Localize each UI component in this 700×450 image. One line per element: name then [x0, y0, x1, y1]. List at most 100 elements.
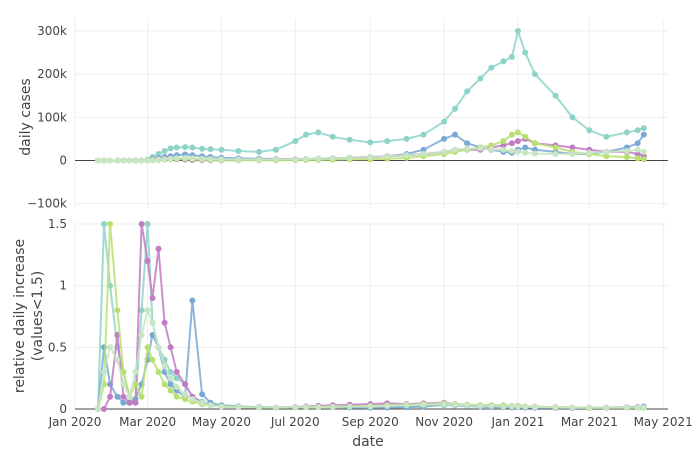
top-series-1-point-30	[420, 146, 427, 153]
top-series-0-point-43	[586, 127, 593, 134]
bottom-series-4-point-12	[167, 375, 174, 382]
top-series-4-point-16	[199, 155, 206, 162]
top-series-3-point-46	[634, 155, 641, 162]
top-series-1-point-32	[452, 131, 458, 138]
top-series-1-point-39	[522, 144, 529, 151]
bottom-series-4-point-18	[218, 403, 225, 410]
top-series-4-point-2	[107, 157, 114, 164]
top-series-3-point-39	[522, 133, 529, 140]
top-series-4-point-7	[138, 157, 145, 164]
bottom-series-4-point-29	[403, 402, 410, 409]
bottom-y-tick-label-0: 0	[59, 402, 67, 416]
bottom-series-2-point-9	[149, 295, 156, 301]
bottom-series-4-point-34	[477, 402, 484, 409]
bottom-series-4-point-43	[586, 404, 593, 411]
bottom-series-4-point-30	[420, 401, 427, 408]
bottom-series-4-point-47	[640, 404, 647, 411]
bottom-series-3-point-4	[120, 369, 127, 375]
top-series-4-point-32	[452, 146, 458, 153]
top-series-0-point-29	[403, 135, 410, 142]
bottom-series-2-point-5	[126, 399, 133, 406]
top-series-0-point-28	[384, 138, 391, 145]
bottom-series-3-point-13	[173, 393, 180, 400]
bottom-series-4-point-11	[161, 362, 168, 369]
top-series-0-point-42	[569, 114, 576, 121]
bottom-series-2-point-11	[161, 319, 168, 326]
bottom-series-3-point-8	[144, 344, 151, 351]
top-series-4-point-22	[292, 156, 299, 163]
bottom-series-4-point-20	[256, 404, 262, 411]
top-series-4-point-0	[95, 157, 101, 164]
top-series-4-point-23	[303, 156, 310, 162]
top-series-4-point-28	[384, 153, 391, 160]
bottom-series-1-point-3	[114, 393, 121, 400]
bottom-series-4-point-26	[346, 403, 353, 410]
bottom-series-0-point-13	[173, 375, 180, 382]
bottom-series-4-point-35	[488, 402, 495, 409]
bottom-series-4-point-32	[452, 401, 458, 408]
bottom-series-4-point-4	[120, 381, 127, 388]
bottom-series-4-point-23	[303, 404, 310, 411]
bottom-series-0-point-8	[144, 221, 151, 227]
top-y-tick-label-2: 100k	[37, 110, 67, 124]
top-series-3-point-45	[623, 154, 630, 160]
top-panel-y-ticks: −100k 0 100k 200k 300k	[27, 24, 67, 211]
top-series-3-point-37	[508, 131, 515, 138]
bottom-y-tick-label-3: 1.5	[48, 217, 67, 231]
top-series-4-point-11	[161, 156, 168, 163]
top-series-0-point-44	[603, 133, 610, 140]
top-series-3-point-44	[603, 153, 610, 160]
bottom-series-4-point-28	[384, 402, 391, 409]
bottom-series-4-point-40	[531, 404, 538, 411]
bottom-series-4-point-22	[292, 404, 299, 411]
top-series-1-point-33	[464, 140, 471, 147]
top-series-4-point-43	[586, 149, 593, 156]
top-series-0-point-13	[173, 144, 180, 151]
bottom-series-1-point-16	[199, 391, 206, 398]
top-series-0-point-47	[640, 125, 647, 132]
top-series-4-point-39	[522, 149, 529, 156]
top-series-4-point-45	[623, 148, 630, 154]
bottom-series-4-point-8	[144, 307, 151, 314]
x-axis-ticks: Jan 2020 Mar 2020 May 2020 Jul 2020 Sep 2020…	[48, 415, 693, 429]
bottom-series-2-point-13	[173, 369, 180, 375]
bottom-series-3-point-11	[161, 381, 168, 388]
bottom-series-3-point-2	[107, 221, 114, 227]
bottom-series-1-point-12	[167, 381, 174, 388]
top-panel-series	[95, 27, 647, 164]
top-series-1-point-31	[441, 135, 448, 142]
bottom-series-2-point-6	[132, 399, 139, 406]
bottom-series-line-0	[97, 223, 644, 410]
bottom-series-3-point-7	[138, 393, 145, 400]
top-series-0-point-39	[522, 49, 529, 56]
bottom-series-3-point-6	[132, 381, 139, 388]
top-series-0-point-25	[329, 133, 336, 140]
top-series-0-point-21	[272, 146, 279, 153]
top-series-0-point-30	[420, 131, 427, 138]
bottom-y-axis-title-line2: (values<1.5)	[30, 271, 46, 361]
top-series-4-point-4	[120, 157, 127, 164]
top-series-4-point-38	[514, 148, 521, 155]
top-series-4-point-20	[256, 156, 262, 163]
bottom-panel-grid	[74, 223, 668, 410]
bottom-series-4-point-44	[603, 404, 610, 411]
top-series-0-point-26	[346, 136, 353, 143]
top-series-4-point-37	[508, 148, 515, 154]
bottom-y-tick-label-2: 1	[59, 279, 67, 293]
bottom-series-line-1	[97, 300, 644, 410]
bottom-y-axis-title: relative daily increase	[12, 239, 28, 393]
bottom-series-4-point-6	[132, 369, 139, 375]
bottom-series-0-point-1	[101, 221, 107, 227]
bottom-series-1-point-9	[149, 332, 156, 338]
top-series-4-point-15	[189, 155, 196, 162]
top-series-4-point-31	[441, 148, 448, 155]
top-series-3-point-36	[500, 138, 507, 145]
top-series-0-point-14	[182, 144, 189, 151]
top-series-4-point-6	[132, 157, 139, 164]
top-series-2-point-37	[508, 140, 515, 147]
top-series-4-point-19	[235, 156, 242, 163]
top-series-3-point-38	[514, 129, 521, 136]
top-series-0-point-40	[531, 71, 538, 78]
bottom-series-4-point-41	[552, 404, 559, 411]
top-series-4-point-5	[126, 157, 133, 164]
